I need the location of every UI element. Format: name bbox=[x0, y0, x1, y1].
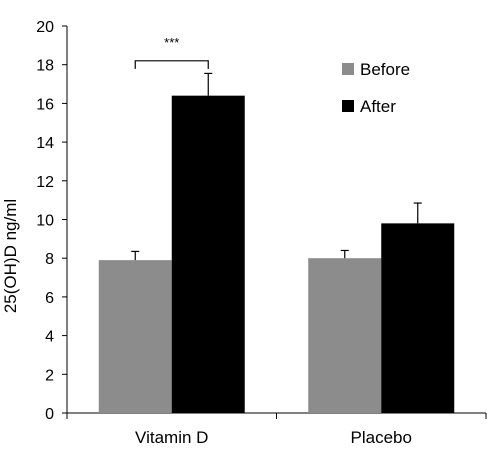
y-tick-label: 10 bbox=[36, 213, 54, 230]
legend-swatch-after bbox=[342, 100, 354, 112]
significance-label: *** bbox=[164, 35, 179, 50]
bar-before-1 bbox=[308, 258, 382, 413]
y-tick-label: 8 bbox=[45, 251, 54, 268]
y-tick-label: 14 bbox=[36, 135, 54, 152]
y-tick-label: 4 bbox=[45, 329, 54, 346]
legend: Before After bbox=[342, 60, 410, 116]
bar-after-1 bbox=[381, 223, 455, 413]
y-axis: 0 2 4 6 8 10 12 14 16 18 20 bbox=[36, 19, 68, 423]
bar-after-0 bbox=[171, 95, 245, 413]
annotations: *** bbox=[134, 35, 209, 69]
significance-bracket bbox=[134, 60, 209, 69]
legend-swatch-before bbox=[342, 63, 354, 75]
y-tick-label: 2 bbox=[45, 367, 54, 384]
y-tick-label: 0 bbox=[45, 406, 54, 423]
y-tick-label: 6 bbox=[45, 290, 54, 307]
x-axis: Vitamin D Placebo bbox=[66, 412, 487, 447]
legend-label-after: After bbox=[360, 97, 396, 116]
bar-before-0 bbox=[98, 260, 172, 413]
y-tick-label: 20 bbox=[36, 19, 54, 36]
x-category-label: Vitamin D bbox=[135, 428, 208, 447]
x-category-label: Placebo bbox=[351, 428, 412, 447]
y-tick-label: 12 bbox=[36, 174, 54, 191]
y-axis-label: 25(OH)D ng/ml bbox=[1, 199, 20, 313]
bars bbox=[98, 72, 455, 413]
y-tick-label: 18 bbox=[36, 58, 54, 75]
legend-label-before: Before bbox=[360, 60, 410, 79]
y-tick-label: 16 bbox=[36, 96, 54, 113]
